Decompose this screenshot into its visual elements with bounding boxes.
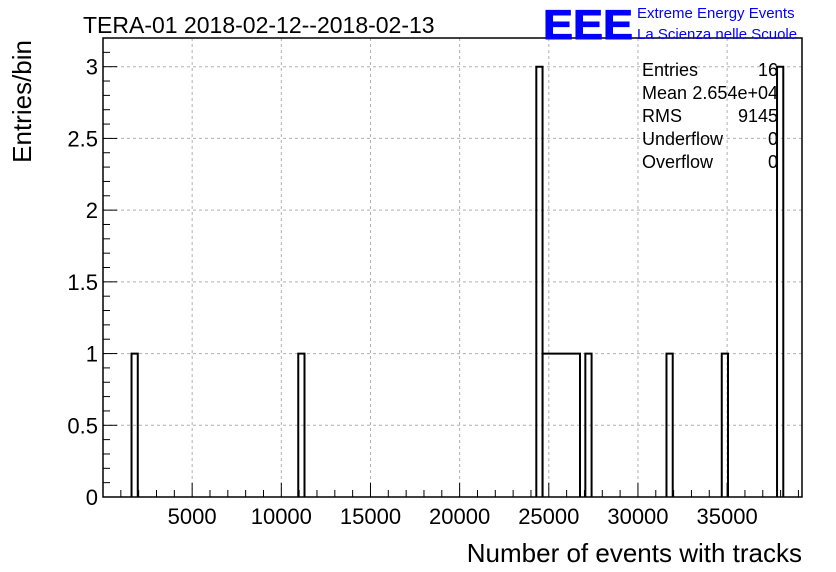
y-tick-label: 2.5 <box>67 126 98 151</box>
y-axis-label: Entries/bin <box>7 40 37 163</box>
stats-label: Overflow <box>642 152 714 172</box>
logo-line-2: La Scienza nelle Scuole <box>637 26 797 43</box>
logo-line-1: Extreme Energy Events <box>637 5 795 22</box>
x-tick-label: 5000 <box>168 504 217 529</box>
y-tick-label: 3 <box>86 55 98 80</box>
histogram-bin <box>535 65 544 497</box>
x-tick-label: 15000 <box>340 504 401 529</box>
x-tick-label: 35000 <box>697 504 758 529</box>
axis-tick-labels: 5000 10000 15000 20000 25000 30000 35000 0 0.5 1 1… <box>67 55 757 529</box>
stats-value: 0 <box>768 152 778 172</box>
stats-label: Entries <box>642 60 698 80</box>
x-axis-label: Number of events with tracks <box>467 538 802 568</box>
histogram-bin <box>776 65 785 497</box>
stats-label: Underflow <box>642 129 724 149</box>
histogram-bin <box>720 352 729 497</box>
grid-lines <box>103 38 802 497</box>
eee-logo-mark: EEE <box>543 1 633 48</box>
y-tick-label: 2 <box>86 198 98 223</box>
histogram-bin <box>130 352 139 497</box>
eee-logo: EEE Extreme Energy Events La Scienza nel… <box>543 1 798 49</box>
y-tick-label: 1 <box>86 342 98 367</box>
histogram-bin <box>297 352 306 497</box>
stats-value: 2.654e+04 <box>692 83 778 103</box>
x-tick-label: 10000 <box>251 504 312 529</box>
stats-box: Entries 16 Mean 2.654e+04 RMS 9145 Underflow 0 O… <box>642 60 778 172</box>
stats-value: 16 <box>758 60 778 80</box>
stats-value: 9145 <box>738 106 778 126</box>
histogram-bin <box>665 352 674 497</box>
stats-value: 0 <box>768 129 778 149</box>
x-tick-label: 20000 <box>429 504 490 529</box>
x-tick-label: 30000 <box>607 504 668 529</box>
stats-label: RMS <box>642 106 682 126</box>
y-tick-label: 0.5 <box>67 413 98 438</box>
axis-ticks <box>103 37 799 498</box>
y-tick-label: 0 <box>86 485 98 510</box>
histogram-bin <box>541 352 581 497</box>
y-tick-label: 1.5 <box>67 270 98 295</box>
stats-label: Mean <box>642 83 687 103</box>
x-tick-label: 25000 <box>518 504 579 529</box>
histogram-bars <box>130 65 785 497</box>
chart-title: TERA-01 2018-02-12--2018-02-13 <box>83 12 435 38</box>
histogram-bin <box>584 352 593 497</box>
plot-frame <box>102 37 803 498</box>
